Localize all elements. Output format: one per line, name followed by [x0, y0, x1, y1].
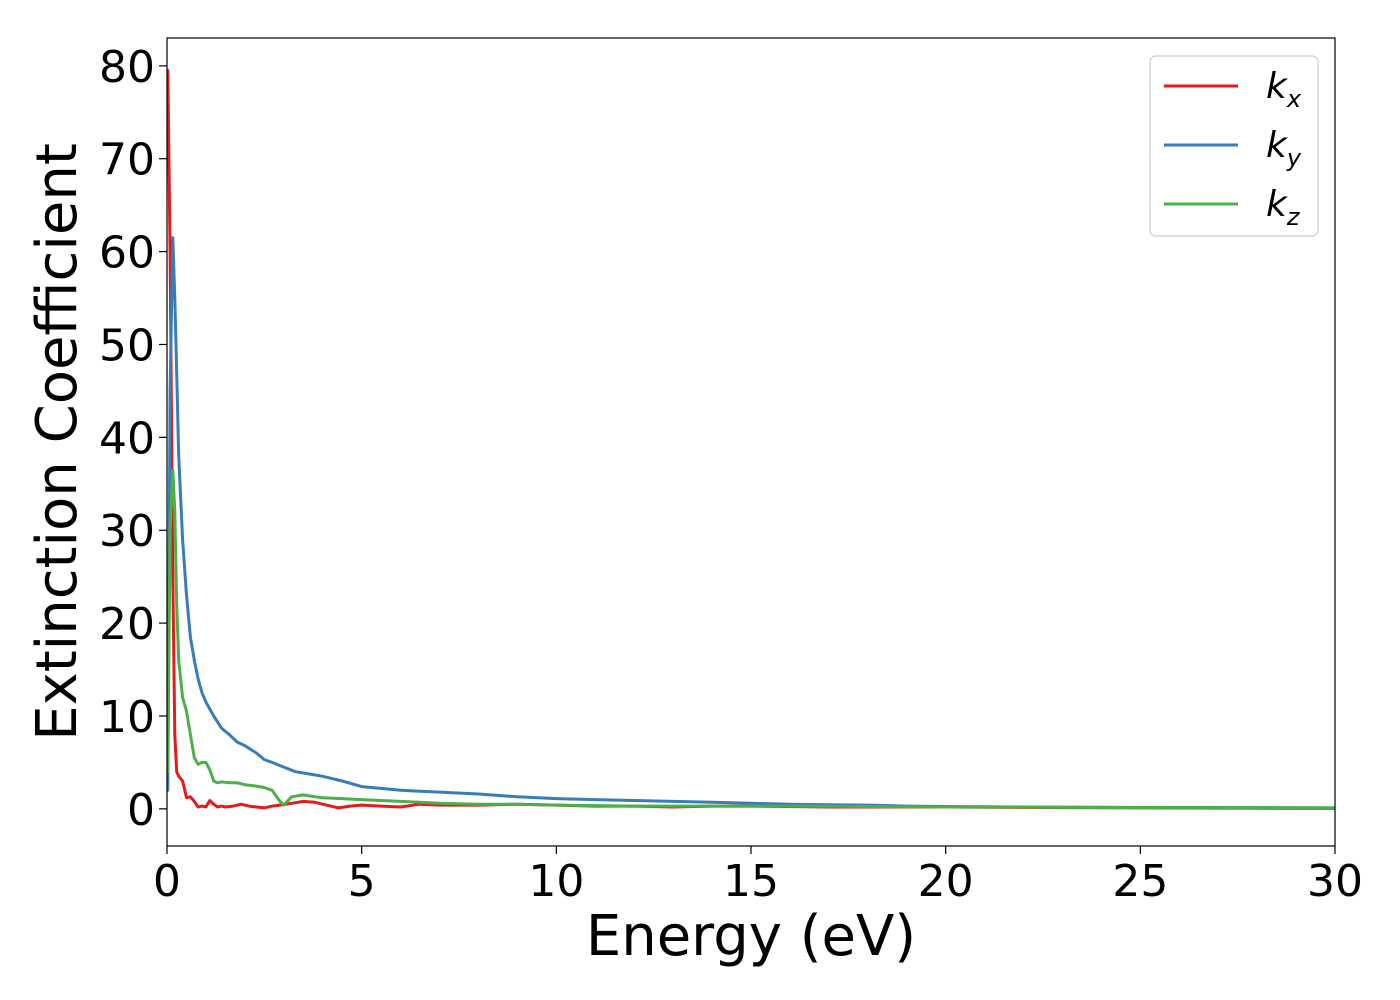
- x-axis-ticks: 0 5 10 15 20 25 30: [153, 846, 1363, 907]
- x-axis-label: Energy (eV): [586, 904, 916, 969]
- legend-label-k-x: kx: [1266, 66, 1302, 113]
- series-line-k-y: [167, 236, 1335, 810]
- x-tick-label: 15: [723, 856, 779, 907]
- x-tick-label: 0: [153, 856, 181, 907]
- y-tick-label: 80: [99, 42, 155, 93]
- y-tick-label: 10: [99, 692, 155, 743]
- y-axis-ticks: 0 10 20 30 40 50 60 70 80: [99, 42, 167, 836]
- legend-label-k-y: ky: [1266, 125, 1302, 172]
- y-tick-label: 40: [99, 413, 155, 464]
- y-tick-label: 20: [99, 599, 155, 650]
- legend: kx ky kz: [1149, 55, 1319, 237]
- y-tick-label: 30: [99, 506, 155, 557]
- legend-label-k-z: kz: [1266, 184, 1301, 231]
- y-tick-label: 50: [99, 320, 155, 371]
- x-tick-label: 10: [528, 856, 584, 907]
- x-tick-label: 20: [918, 856, 974, 907]
- y-tick-label: 0: [127, 785, 155, 836]
- x-tick-label: 5: [348, 856, 376, 907]
- series-layer: [167, 69, 1335, 810]
- legend-entries: kx ky kz: [1164, 66, 1302, 231]
- series-line-k-z: [167, 468, 1335, 810]
- y-axis-label: Extinction Coefficient: [25, 143, 90, 741]
- y-tick-label: 70: [99, 135, 155, 186]
- y-tick-label: 60: [99, 228, 155, 279]
- x-tick-label: 25: [1112, 856, 1168, 907]
- x-tick-label: 30: [1307, 856, 1363, 907]
